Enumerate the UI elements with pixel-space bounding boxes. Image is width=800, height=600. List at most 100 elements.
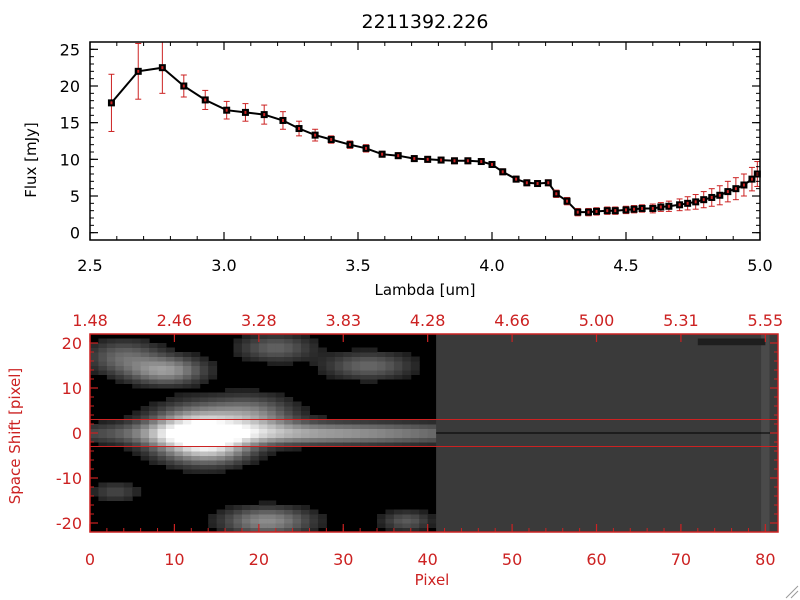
image-pixel xyxy=(140,343,150,348)
spectrum-y-tick-label: 10 xyxy=(60,150,80,169)
image-pixel xyxy=(191,401,201,407)
image-pixel xyxy=(216,410,226,416)
spectrum-x-tick-label: 4.5 xyxy=(613,256,638,275)
spectrum-data-point-center xyxy=(330,138,333,142)
image-pixel xyxy=(199,419,209,425)
image-pixel xyxy=(225,406,235,411)
image-pixel xyxy=(292,428,302,434)
spectrum-data-point-center xyxy=(742,183,745,187)
image-pixel xyxy=(140,361,150,366)
image-pixel xyxy=(309,352,319,357)
image-pixel xyxy=(343,356,353,362)
image-pixel xyxy=(326,356,336,362)
image-pixel xyxy=(385,424,395,429)
image-pixel xyxy=(309,523,319,528)
image-pixel xyxy=(267,415,277,420)
image-pixel xyxy=(326,424,336,429)
image-pixel xyxy=(360,428,370,434)
image-pixel xyxy=(267,446,277,452)
image-pixel xyxy=(419,442,429,447)
spectrum-y-tick-label: 5 xyxy=(70,187,80,206)
spectrum-data-point-center xyxy=(667,204,670,208)
image-pixel xyxy=(309,437,319,443)
spectrum-series xyxy=(107,41,761,217)
image-pixel xyxy=(351,361,361,366)
resize-grip-icon[interactable] xyxy=(785,585,799,599)
image-pixel xyxy=(334,370,344,375)
image-pixel xyxy=(216,424,226,429)
image-pixel xyxy=(90,424,99,429)
image-pixel xyxy=(410,518,420,524)
image-pixel xyxy=(393,509,403,515)
image-pixel xyxy=(377,361,386,366)
image-pixel xyxy=(208,523,218,528)
image-pixel xyxy=(402,514,412,519)
image-pixel xyxy=(233,437,243,443)
image-pixel xyxy=(250,338,260,344)
image-pixel xyxy=(250,406,260,411)
image-pixel xyxy=(267,424,277,429)
image-pixel xyxy=(317,437,327,443)
image-pixel xyxy=(140,365,150,371)
image-pixel xyxy=(191,469,201,474)
image-overlays xyxy=(90,419,778,447)
image-pixel xyxy=(149,442,159,447)
image-pixel xyxy=(216,446,226,452)
image-pixel xyxy=(402,419,412,425)
image-pixel xyxy=(410,442,420,447)
image-pixel xyxy=(402,352,412,357)
image-pixel xyxy=(233,527,243,533)
image-pixel xyxy=(250,334,260,339)
image-pixel xyxy=(393,352,403,357)
image-pixel xyxy=(191,397,201,402)
image-pixel xyxy=(385,509,395,515)
image-pixel xyxy=(258,343,268,348)
image-pixel xyxy=(199,446,209,452)
image-pixel xyxy=(165,397,175,402)
image-pixel xyxy=(250,437,260,443)
image-pixel xyxy=(241,392,251,398)
spectrum-data-point-center xyxy=(281,118,284,122)
image-pixel xyxy=(225,437,235,443)
wavelength-tick-label: 5.55 xyxy=(748,311,784,330)
image-pixel xyxy=(132,338,142,344)
image-pixel xyxy=(351,352,361,357)
image-pixel xyxy=(258,347,268,353)
image-pixel xyxy=(334,356,344,362)
image-pixel xyxy=(301,442,310,447)
image-pixel xyxy=(427,518,437,524)
image-pixel xyxy=(225,442,235,447)
image-pixel xyxy=(267,428,277,434)
image-pixel xyxy=(267,361,277,366)
image-pixel xyxy=(199,410,209,416)
image-pixel xyxy=(233,442,243,447)
image-pixel xyxy=(301,406,310,411)
image-pixel xyxy=(182,379,192,384)
image-pixel xyxy=(343,442,353,447)
image-pixel xyxy=(90,437,99,443)
image-pixel xyxy=(301,514,310,519)
image-pixel xyxy=(377,433,386,438)
image-pixel xyxy=(115,482,125,488)
image-pixel xyxy=(427,514,437,519)
image-pixel xyxy=(292,505,302,510)
image-pixel xyxy=(132,365,142,371)
image-pixel xyxy=(123,365,133,371)
image-pixel xyxy=(149,460,159,465)
image-pixel xyxy=(90,343,99,348)
image-pixel xyxy=(115,433,125,438)
image-pixel xyxy=(393,433,403,438)
spectrum-y-tick-label: 15 xyxy=(60,114,80,133)
image-pixel xyxy=(157,419,167,425)
image-pixel xyxy=(191,383,201,389)
image-pixel xyxy=(275,343,285,348)
image-pixel xyxy=(241,455,251,461)
image-pixel xyxy=(225,514,235,519)
image-pixel xyxy=(182,419,192,425)
spectrum-data-point-center xyxy=(501,170,504,174)
image-pixel xyxy=(208,401,218,407)
spectrum-data-point-center xyxy=(686,201,689,205)
image-pixel xyxy=(402,437,412,443)
image-pixel xyxy=(241,437,251,443)
